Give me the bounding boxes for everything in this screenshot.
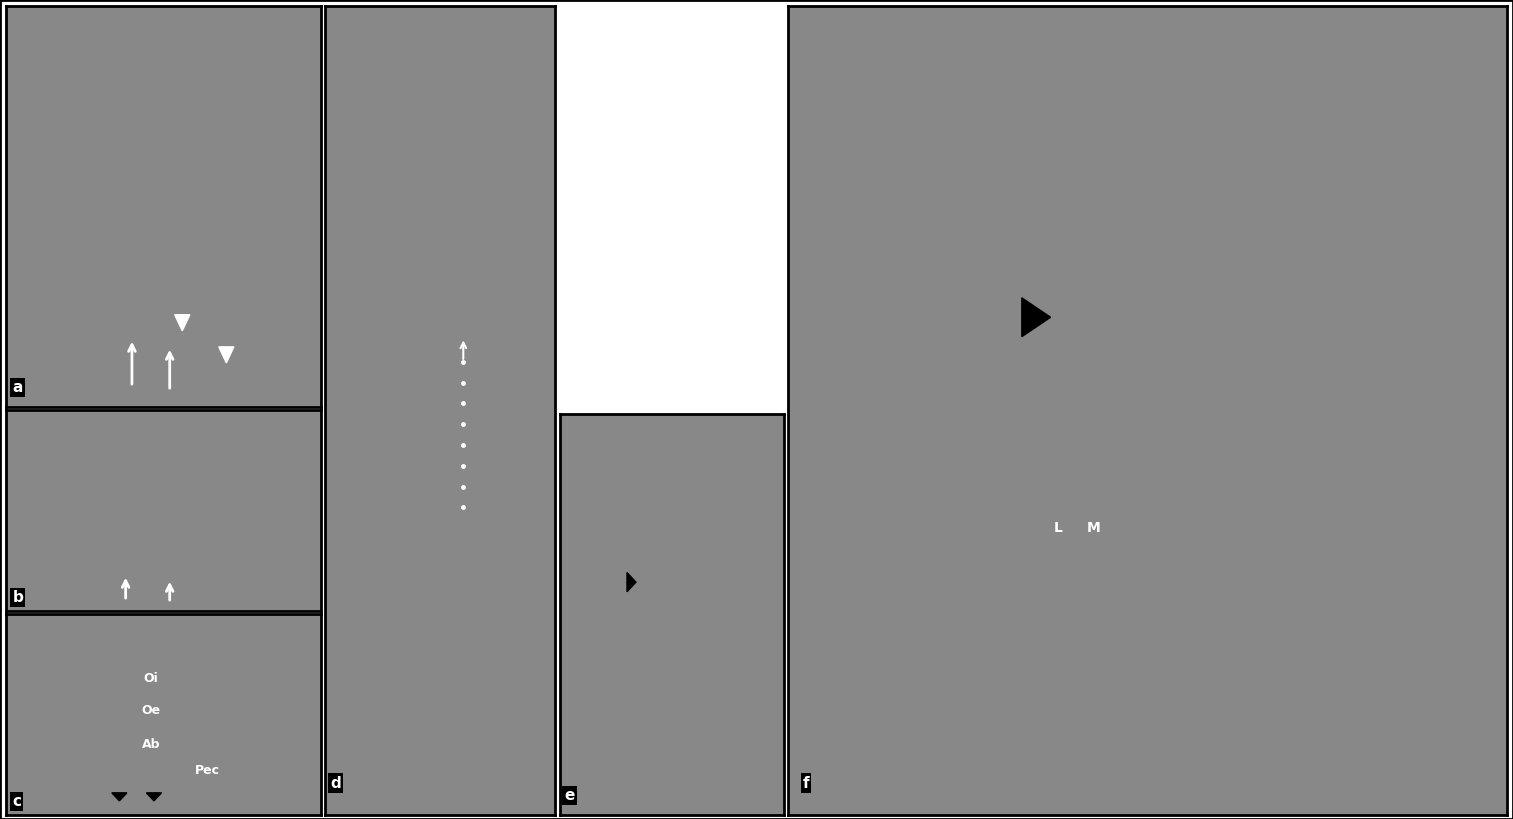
- Text: d: d: [330, 776, 340, 790]
- Text: Oe: Oe: [141, 704, 160, 717]
- Text: e: e: [564, 788, 575, 803]
- Text: b: b: [12, 590, 23, 605]
- Polygon shape: [219, 347, 235, 363]
- Text: f: f: [802, 776, 809, 790]
- Text: Pec: Pec: [195, 764, 219, 777]
- Polygon shape: [1021, 298, 1050, 337]
- Polygon shape: [147, 793, 162, 801]
- Text: c: c: [12, 794, 21, 809]
- Polygon shape: [112, 793, 127, 801]
- Text: M: M: [1086, 521, 1100, 535]
- Text: L: L: [1053, 521, 1062, 535]
- Text: a: a: [12, 380, 23, 395]
- Polygon shape: [174, 314, 189, 331]
- Text: Ab: Ab: [142, 738, 160, 751]
- Polygon shape: [626, 572, 635, 592]
- Text: Oi: Oi: [144, 672, 159, 685]
